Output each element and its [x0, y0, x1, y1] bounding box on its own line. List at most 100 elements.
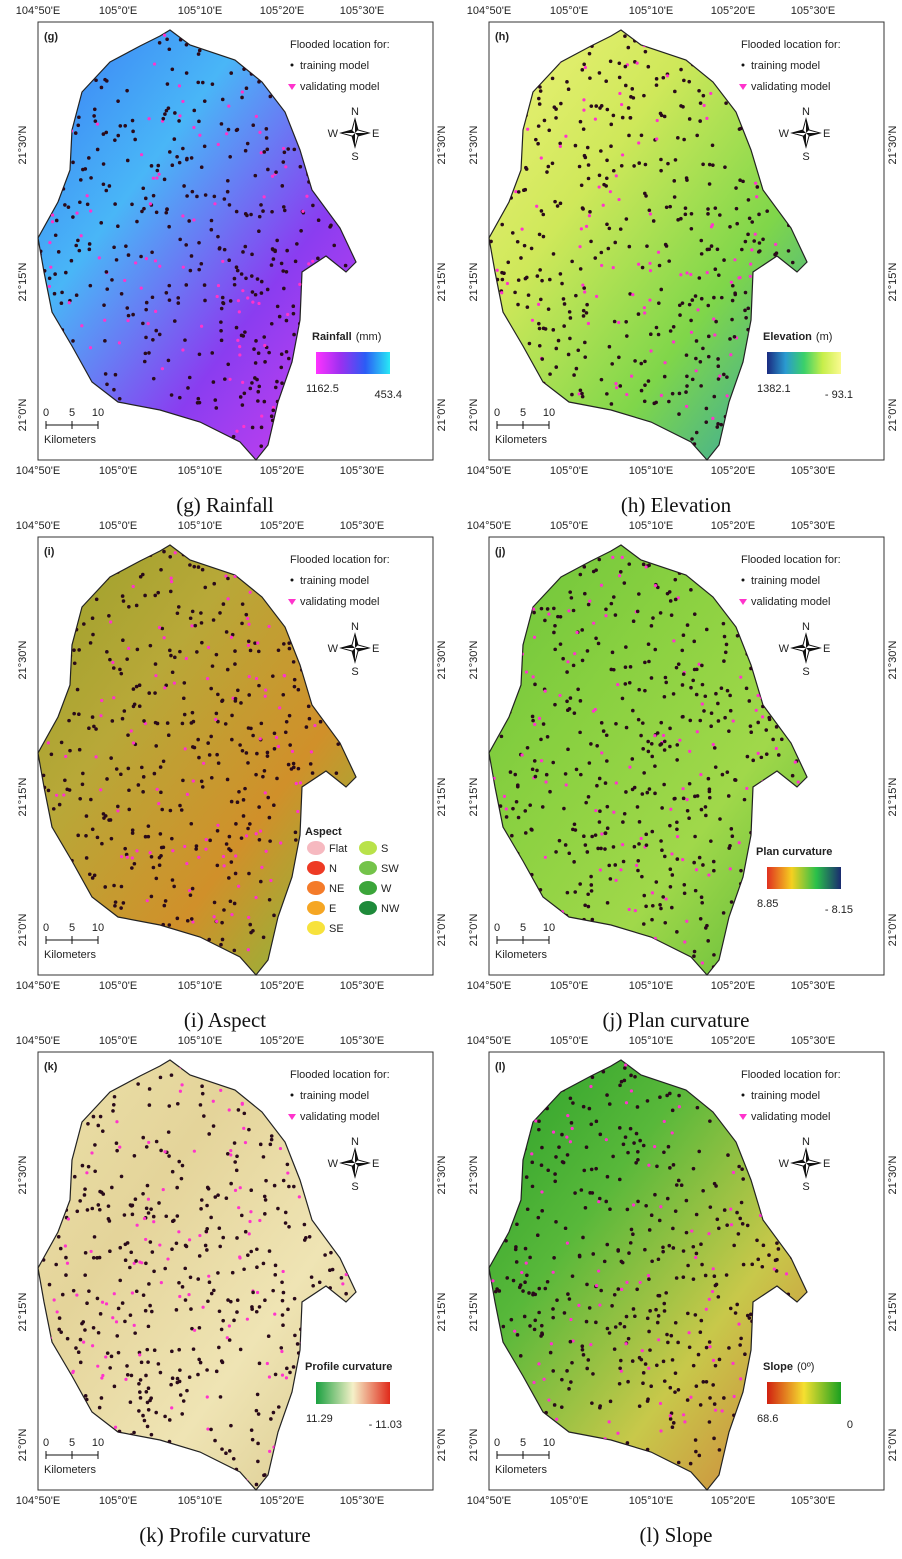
training-point — [100, 842, 104, 846]
training-point — [537, 1119, 541, 1123]
validating-point — [709, 92, 712, 95]
training-point — [526, 1207, 530, 1211]
training-point — [136, 648, 140, 652]
validating-point — [669, 808, 672, 811]
training-point — [700, 297, 704, 301]
validating-point — [794, 760, 797, 763]
training-point — [281, 160, 285, 164]
training-point — [156, 591, 160, 595]
training-point — [672, 1163, 676, 1167]
training-point — [117, 1307, 121, 1311]
validating-point — [649, 349, 652, 352]
training-point — [167, 225, 171, 229]
training-point — [176, 1214, 180, 1218]
validating-point — [103, 319, 106, 322]
training-point — [525, 276, 529, 280]
training-point — [528, 1324, 532, 1328]
training-point — [129, 1250, 133, 1254]
training-point — [708, 1396, 712, 1400]
training-point — [618, 1382, 622, 1386]
training-point — [662, 1302, 666, 1306]
training-point — [273, 248, 277, 252]
training-point — [183, 681, 187, 685]
training-point — [502, 1325, 506, 1329]
training-point — [588, 210, 592, 214]
training-point — [159, 1076, 163, 1080]
validating-point — [48, 285, 51, 288]
training-point — [663, 115, 667, 119]
validating-point — [51, 220, 54, 223]
training-point — [708, 1340, 712, 1344]
training-point — [287, 641, 291, 645]
training-point — [712, 1437, 716, 1441]
training-point — [54, 233, 58, 237]
training-point — [268, 816, 272, 820]
training-point — [64, 1273, 68, 1277]
training-point — [648, 208, 652, 212]
validating-point — [513, 1330, 516, 1333]
lat-label: 21°0'N — [436, 1429, 448, 1462]
lat-label: 21°15'N — [887, 1292, 899, 1331]
training-point — [604, 607, 608, 611]
flood-legend-heading: Flooded location for: — [741, 1069, 841, 1081]
training-point — [248, 387, 252, 391]
training-point — [627, 134, 631, 138]
validating-point — [269, 879, 272, 882]
training-point — [581, 207, 585, 211]
training-point — [654, 1308, 658, 1312]
training-point — [674, 1371, 678, 1375]
training-point — [536, 1233, 540, 1237]
training-point — [585, 1145, 589, 1149]
training-point — [222, 908, 226, 912]
training-point — [228, 203, 232, 207]
training-point — [583, 355, 587, 359]
validating-point — [648, 262, 651, 265]
training-point — [200, 779, 204, 783]
lon-label: 104°50'E — [467, 520, 511, 532]
validating-point — [206, 1395, 209, 1398]
training-point — [228, 155, 232, 159]
training-point — [584, 843, 588, 847]
training-point — [551, 328, 555, 332]
panel-caption: (k) Profile curvature — [139, 1523, 310, 1547]
training-point — [605, 222, 609, 226]
training-point — [612, 845, 616, 849]
training-point — [552, 1256, 556, 1260]
training-point — [159, 791, 163, 795]
training-point — [586, 649, 590, 653]
training-point — [682, 1249, 686, 1253]
training-point — [92, 1256, 96, 1260]
training-point — [154, 662, 158, 666]
training-point — [666, 592, 670, 596]
training-point — [197, 756, 201, 760]
validating-point — [248, 1220, 251, 1223]
validating-point — [585, 225, 588, 228]
validating-point — [575, 631, 578, 634]
training-point — [209, 735, 213, 739]
training-point — [756, 721, 760, 725]
lat-label: 21°15'N — [468, 1292, 480, 1331]
lat-label: 21°0'N — [436, 914, 448, 947]
training-point — [180, 808, 184, 812]
training-point — [66, 1337, 70, 1341]
validating-point — [131, 856, 134, 859]
training-point — [256, 1442, 260, 1446]
training-point — [251, 123, 255, 127]
training-point — [294, 831, 298, 835]
training-point — [101, 1192, 105, 1196]
training-point — [693, 835, 697, 839]
validating-point — [537, 303, 540, 306]
training-point — [261, 209, 265, 213]
training-point — [144, 1374, 148, 1378]
training-point — [739, 1337, 743, 1341]
training-point — [107, 614, 111, 618]
validating-point — [696, 308, 699, 311]
training-point — [233, 277, 237, 281]
training-point — [240, 1214, 244, 1218]
training-point — [108, 184, 112, 188]
training-point — [689, 1462, 693, 1466]
validating-point — [587, 322, 590, 325]
lat-label: 21°30'N — [468, 640, 480, 679]
training-point — [259, 203, 263, 207]
training-point — [538, 344, 542, 348]
